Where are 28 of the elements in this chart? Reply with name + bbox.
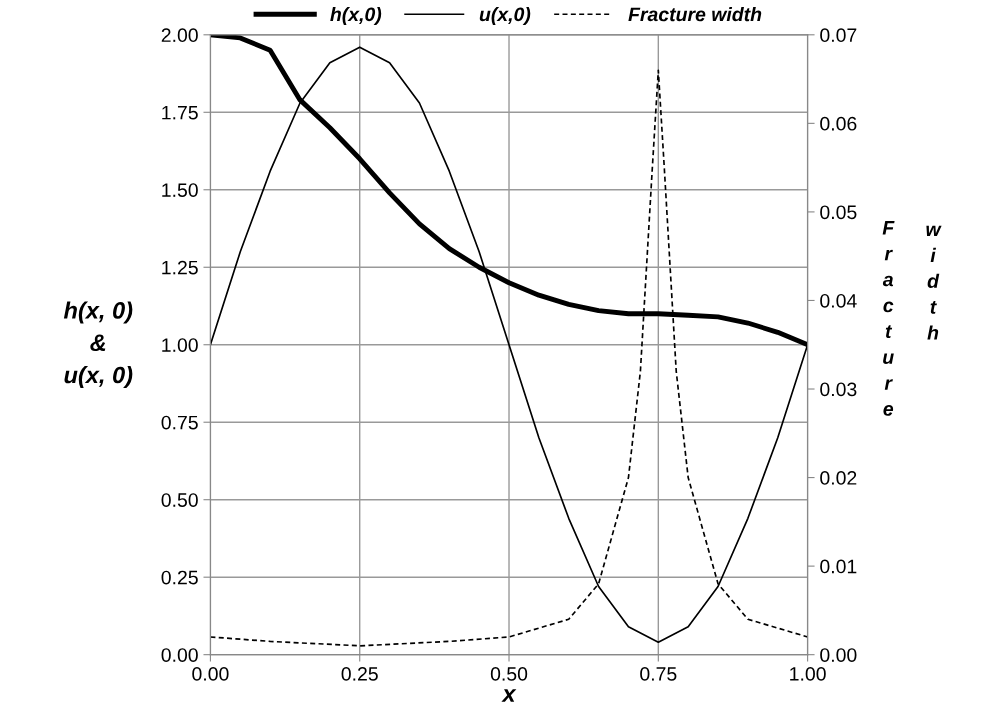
y-tick-label: 0.75 [161, 415, 198, 430]
legend-label: h(x,0) [330, 6, 382, 26]
y-tick-label: 0.00 [161, 648, 198, 662]
y-tick-label: 0.50 [161, 493, 198, 507]
y2-tick-label: 0.02 [820, 471, 857, 485]
y2-tick-label: 0.03 [820, 382, 857, 397]
x-tick-label: 0.25 [341, 666, 378, 681]
x-axis-title: x [501, 689, 517, 702]
y-axis-title: h(x, 0) & u(x, 0) [63, 301, 133, 389]
x-tick-label: 0.00 [192, 666, 229, 681]
y-tick-label: 1.50 [162, 183, 198, 198]
y2-tick-label: 0.06 [820, 116, 857, 131]
y-tick-label: 1.00 [162, 338, 198, 352]
y2-tick-label: 0.01 [820, 559, 857, 574]
y-tick-label: 1.25 [162, 260, 198, 275]
y2-tick-label: 0.05 [820, 205, 857, 220]
y2-tick-label: 0.00 [820, 648, 857, 662]
legend-label: Fracture width [628, 6, 762, 22]
x-tick-label: 0.50 [490, 666, 528, 681]
text: Fracture width [882, 221, 942, 416]
y2-tick-label: 0.04 [820, 293, 857, 308]
x-tick-label: 1.00 [790, 666, 826, 681]
y-tick-label: 0.25 [161, 570, 198, 585]
y-tick-label: 1.75 [162, 105, 198, 120]
y2-tick-label: 0.07 [820, 28, 857, 43]
y-tick-label: 2.00 [161, 28, 198, 43]
x-tick-label: 0.75 [640, 666, 677, 681]
legend-label: u(x,0) [479, 6, 531, 26]
